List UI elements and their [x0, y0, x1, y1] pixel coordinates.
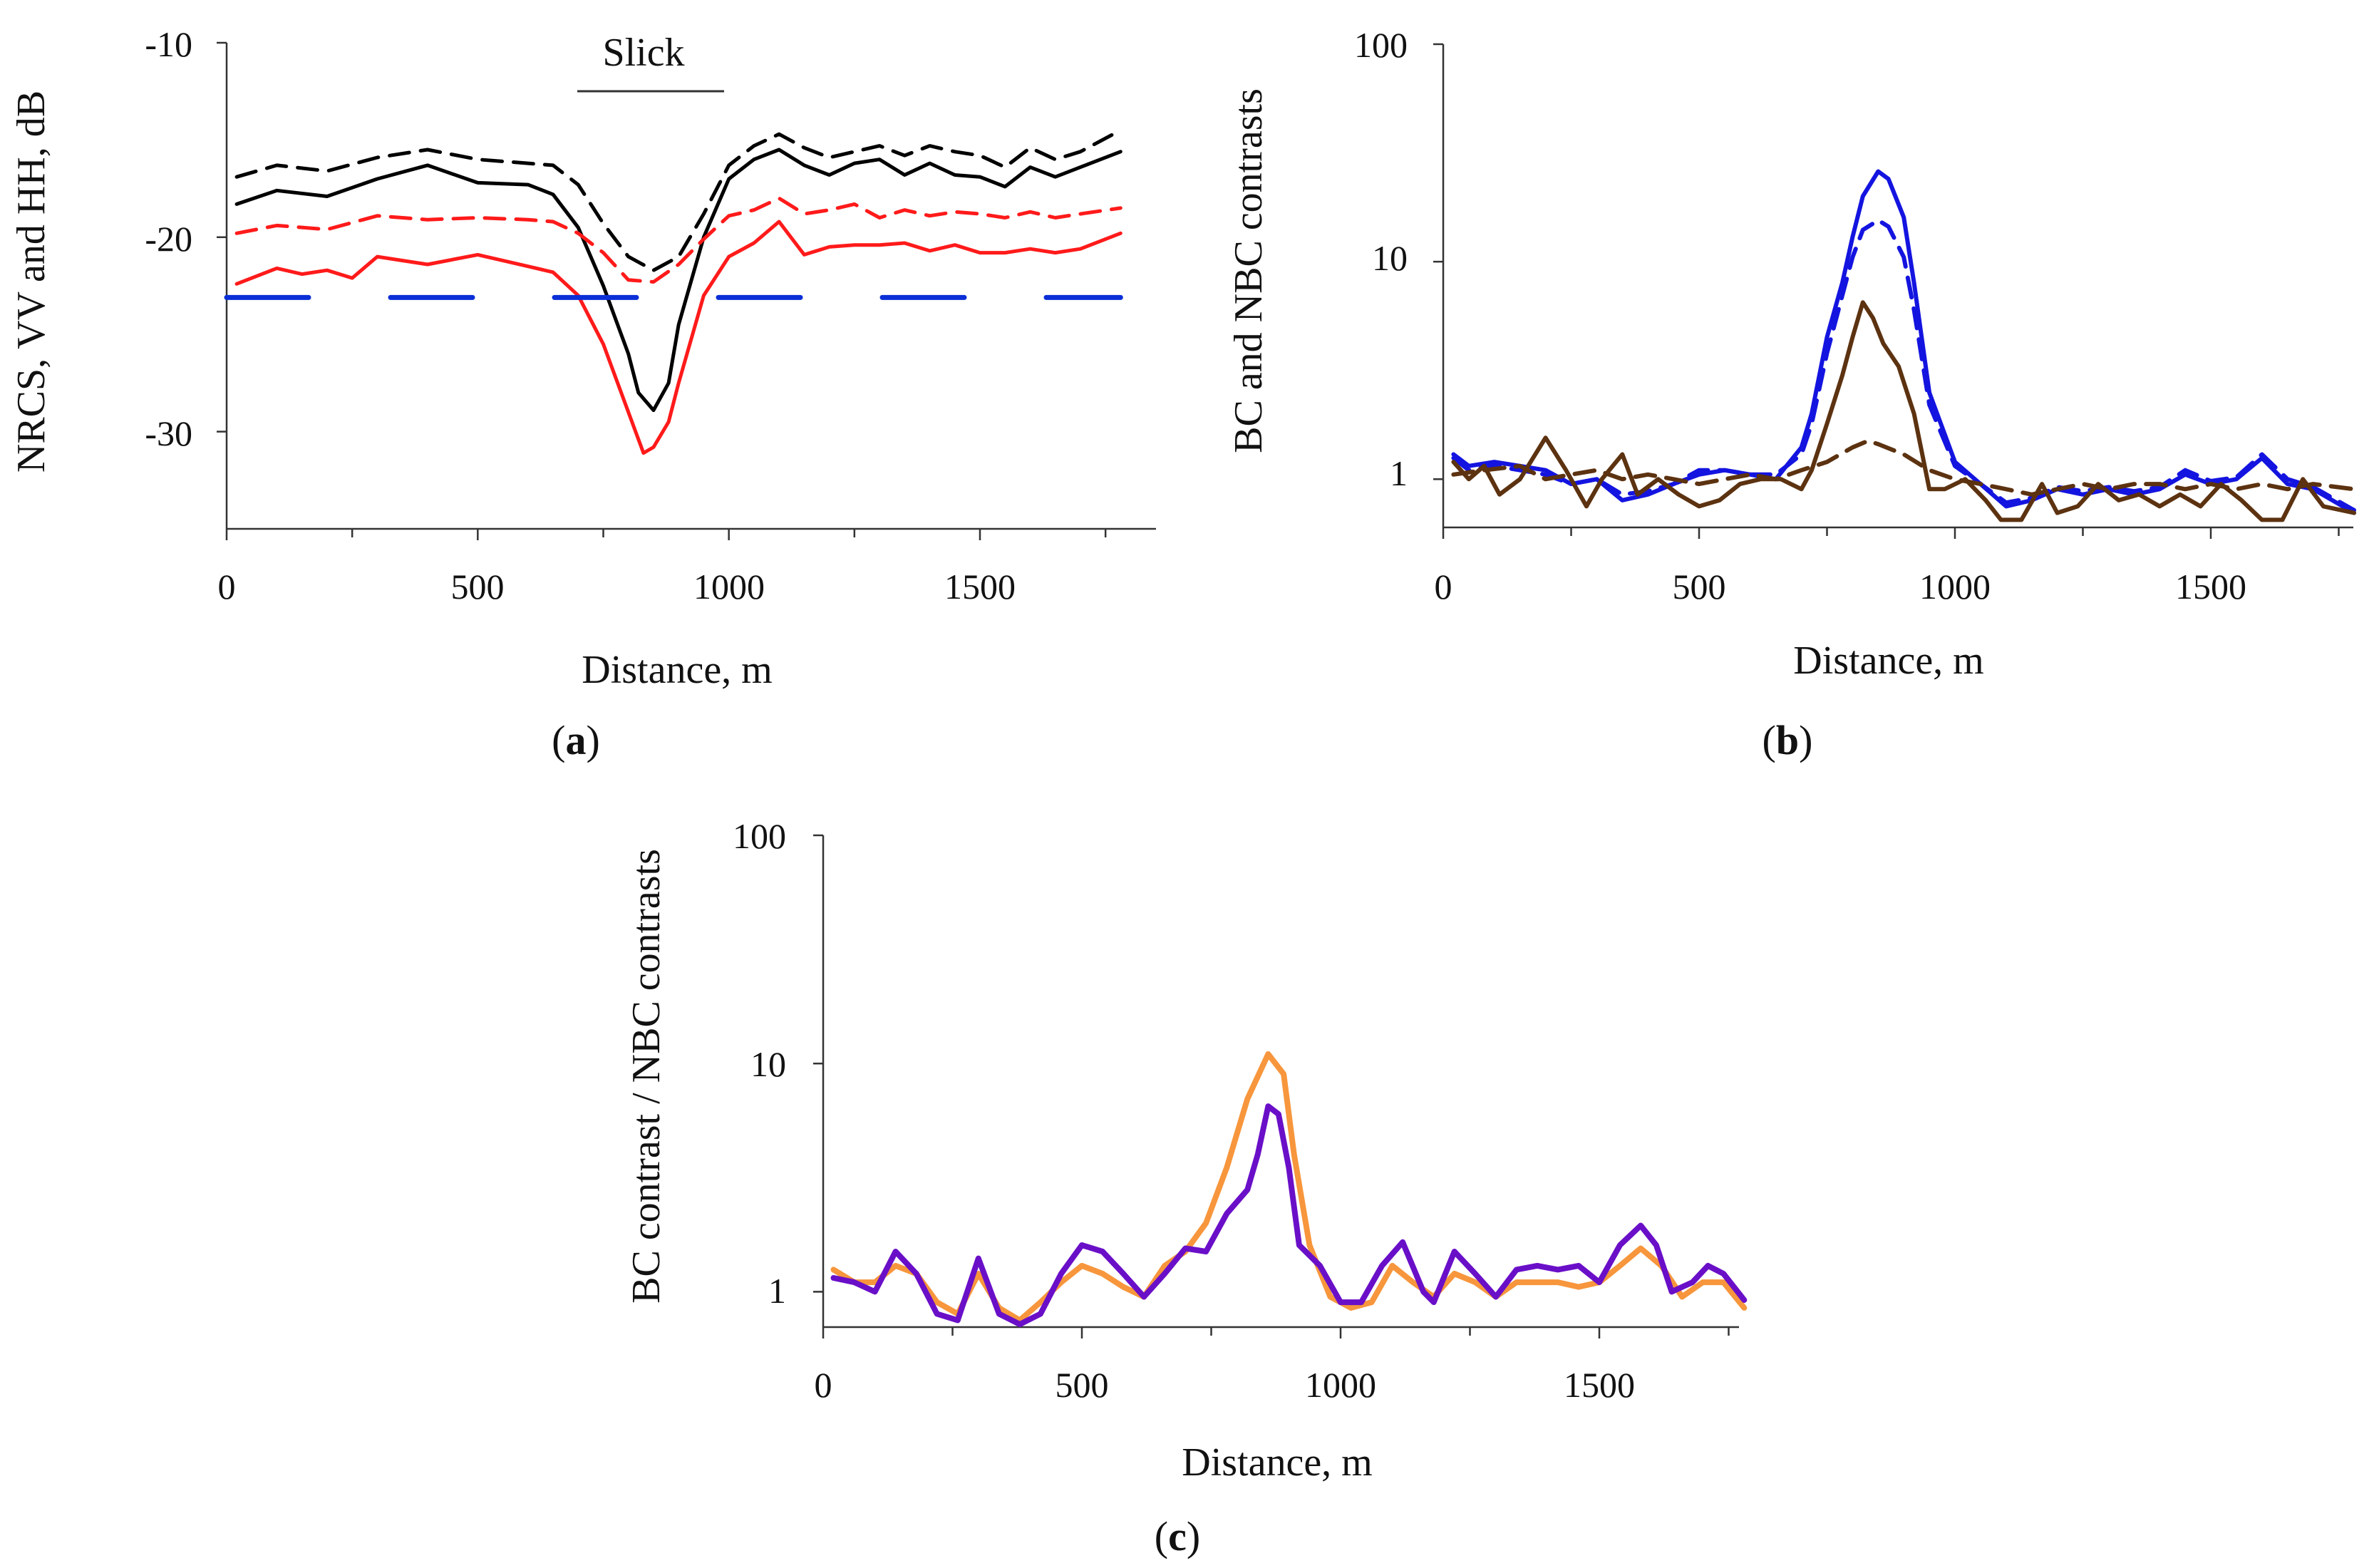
panel-a-xtick-label: 0: [218, 567, 236, 607]
panel-b-xtick-label: 0: [1435, 567, 1452, 607]
panel-a-ytick-label: -20: [145, 219, 192, 259]
panel-b-xtick-label: 1000: [1919, 567, 1991, 607]
panel-c-label: (c): [1155, 1513, 1200, 1559]
panel-a-series-dashed-red: [234, 196, 1123, 284]
panel-a-ytick-label: -10: [145, 24, 192, 64]
panel-a-y-axis-title: NRCS, VV and HH, dB: [9, 91, 53, 473]
panel-c-y-axis-title: BC contrast / NBC contrasts: [624, 849, 669, 1304]
panel-c-xtick-label: 0: [815, 1365, 832, 1405]
panel-a-series-dashed-black: [234, 128, 1123, 272]
panel-a-series-solid-red: [234, 220, 1123, 455]
panel-b-ytick-label: 100: [1354, 25, 1408, 65]
panel-b-x-axis-title: Distance, m: [1793, 639, 1983, 683]
panel-b-label: (b): [1763, 717, 1813, 763]
panel-c-ytick-label: 100: [733, 816, 786, 856]
panel-b-chart: 1 10 100 0 500 1000 1500 Distance, m BC …: [1227, 25, 2356, 763]
panel-c-chart: 1 10 100 0 500 1000 1500 Distance, m BC …: [624, 816, 1748, 1559]
panel-a-xtick-label: 500: [451, 567, 505, 607]
panel-b-series-dashed-blue: [1451, 218, 2356, 512]
panel-a-x-axis-title: Distance, m: [582, 648, 772, 692]
panel-a-xtick-label: 1500: [944, 567, 1016, 607]
panel-b-series-solid-blue: [1451, 169, 2356, 515]
panel-b-ytick-label: 10: [1372, 238, 1408, 278]
panel-a-series-solid-black: [234, 148, 1123, 413]
panel-c-xtick-label: 1000: [1305, 1365, 1376, 1405]
panel-b-ytick-label: 1: [1390, 453, 1408, 493]
panel-c-x-axis-title: Distance, m: [1182, 1440, 1372, 1485]
panel-a-ytick-label: -30: [145, 413, 192, 453]
panel-a-label: (a): [552, 717, 600, 763]
panel-a-chart: -10 -20 -30 0 500 1000 1500 Distance, m …: [9, 24, 1156, 763]
panel-b-series-dashed-brown: [1451, 438, 2356, 497]
panel-c-xtick-label: 1500: [1564, 1365, 1635, 1405]
panel-b-y-axis-title: BC and NBC contrasts: [1227, 88, 1271, 453]
panel-c-ytick-label: 10: [750, 1044, 786, 1084]
panel-b-xtick-label: 500: [1673, 567, 1726, 607]
panel-c-series-purple: [830, 1103, 1748, 1328]
panel-a-slick-annotation: Slick: [602, 31, 684, 75]
panel-c-ytick-label: 1: [768, 1271, 786, 1311]
panel-b-xtick-label: 1500: [2175, 567, 2246, 607]
panel-a-xtick-label: 1000: [693, 567, 765, 607]
panel-c-xtick-label: 500: [1056, 1365, 1109, 1405]
